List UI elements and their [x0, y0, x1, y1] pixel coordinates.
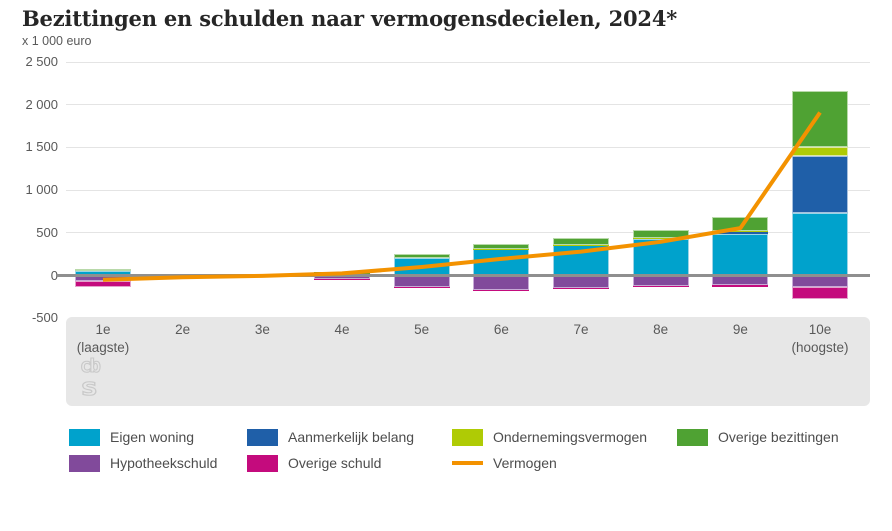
x-axis-label: 8e — [653, 322, 669, 337]
y-axis-tick-label: 1 500 — [25, 139, 58, 155]
bar-segment-overige-bezittingen — [553, 238, 610, 245]
legend-label: Eigen woning — [110, 429, 195, 445]
legend-item-overige-bezittingen: Overige bezittingen — [677, 428, 839, 446]
legend-item-eigen-woning: Eigen woning — [69, 428, 194, 446]
x-axis-label: 1e (laagste) — [58, 321, 148, 357]
gridline — [66, 146, 870, 148]
legend-label: Aanmerkelijk belang — [288, 429, 415, 445]
x-axis-label: 3e — [254, 322, 270, 337]
gridline — [66, 232, 870, 234]
legend-item-hypotheekschuld: Hypotheekschuld — [69, 454, 217, 472]
bar-segment-overige-bezittingen — [75, 268, 131, 272]
bar-segment-ondernemingsvermogen — [632, 237, 689, 239]
legend-item-vermogen: Vermogen — [452, 454, 557, 472]
x-axis-label: 9e — [732, 322, 748, 337]
gridline — [66, 104, 870, 106]
legend-item-aanmerkelijk-belang: Aanmerkelijk belang — [247, 428, 414, 446]
x-axis-label: 10e (hoogste) — [775, 321, 865, 357]
bar-segment-aanmerkelijk-belang — [792, 156, 849, 214]
gridline — [66, 61, 870, 63]
y-axis-tick-label: -500 — [31, 310, 58, 326]
x-axis-sublabel: (laagste) — [76, 340, 130, 355]
bar-segment-overige-schuld — [473, 289, 530, 291]
bar-segment-overige-schuld — [712, 285, 769, 288]
chart-legend: Eigen woning Aanmerkelijk belang Ondernemi… — [66, 427, 878, 479]
svg-text:cb: cb — [80, 355, 100, 377]
x-axis-sublabel: (hoogste) — [791, 340, 849, 355]
x-axis-label: 6e — [493, 322, 509, 337]
legend-swatch — [247, 428, 278, 446]
x-axis-label: 4e — [334, 322, 350, 337]
bar-segment-ondernemingsvermogen — [473, 248, 530, 250]
y-axis-tick-label: 0 — [50, 267, 58, 283]
zero-line — [57, 274, 870, 277]
bar-segment-overige-bezittingen — [632, 230, 689, 238]
legend-label: Overige bezittingen — [718, 429, 839, 445]
bar-segment-ondernemingsvermogen — [712, 231, 769, 233]
cbs-logo-watermark: cb s — [79, 355, 103, 399]
legend-label: Overige schuld — [288, 455, 382, 471]
y-axis-tick-label: 500 — [36, 224, 58, 240]
legend-item-ondernemingsvermogen: Ondernemingsvermogen — [452, 428, 647, 446]
bar-segment-aanmerkelijk-belang — [712, 232, 769, 234]
legend-item-overige-schuld: Overige schuld — [247, 454, 381, 472]
y-axis-tick-label: 2 500 — [25, 54, 58, 70]
x-axis-label: 2e — [175, 322, 191, 337]
legend-label: Ondernemingsvermogen — [493, 429, 648, 445]
wealth-deciles-chart: Bezittingen en schulden naar vermogensde… — [22, 6, 870, 472]
bar-segment-overige-schuld — [75, 281, 131, 287]
legend-label: Hypotheekschuld — [110, 455, 218, 471]
plot-area — [57, 55, 870, 317]
svg-text:s: s — [80, 374, 98, 399]
gridline — [66, 189, 870, 191]
chart-title: Bezittingen en schulden naar vermogensde… — [22, 6, 678, 31]
bar-segment-overige-schuld — [792, 287, 849, 299]
bar-segment-overige-bezittingen — [473, 243, 530, 249]
legend-label: Vermogen — [493, 455, 557, 471]
y-axis-tick-label: 2 000 — [25, 96, 58, 112]
legend-swatch — [677, 428, 708, 446]
bar-segment-overige-schuld — [553, 288, 610, 290]
legend-swatch — [452, 461, 483, 465]
bar-segment-overige-schuld — [314, 278, 370, 280]
bar-segment-overige-schuld — [393, 287, 450, 289]
bar-segment-overige-bezittingen — [393, 254, 450, 258]
bar-segment-ondernemingsvermogen — [553, 244, 610, 246]
bar-segment-eigen-woning — [792, 213, 849, 276]
vermogen-line — [102, 111, 822, 282]
x-axis-band: cb s 1e (laagste) 2e 3e 4e 5e 6e 7e 8e 9e 10e (hoog… — [66, 317, 870, 406]
x-axis-label: 7e — [573, 322, 589, 337]
legend-swatch — [69, 428, 100, 446]
y-axis-tick-label: 1 000 — [25, 182, 58, 198]
x-axis-label: 5e — [414, 322, 430, 337]
legend-swatch — [247, 454, 278, 472]
legend-swatch — [452, 428, 483, 446]
bar-segment-overige-bezittingen — [712, 217, 769, 232]
bar-segment-overige-schuld — [632, 286, 689, 287]
legend-swatch — [69, 454, 100, 472]
bar-segment-aanmerkelijk-belang — [632, 238, 689, 239]
y-axis-unit-label: x 1 000 euro — [22, 34, 92, 48]
